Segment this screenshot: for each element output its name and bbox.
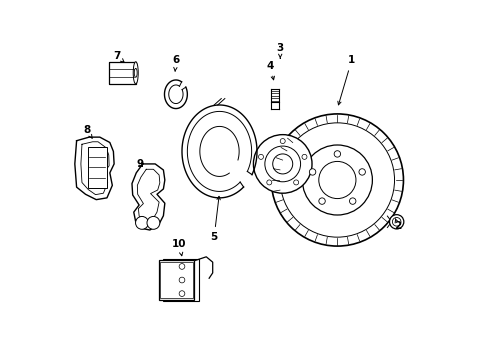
Text: 3: 3	[276, 43, 283, 58]
Text: 1: 1	[337, 55, 355, 105]
Text: 8: 8	[83, 125, 92, 138]
Circle shape	[179, 277, 184, 283]
Circle shape	[147, 216, 160, 229]
Ellipse shape	[133, 62, 138, 84]
Circle shape	[358, 169, 365, 175]
Bar	[109, 62, 136, 84]
Bar	[160, 262, 193, 298]
Circle shape	[302, 154, 306, 159]
Circle shape	[271, 114, 403, 246]
Circle shape	[333, 151, 340, 157]
Circle shape	[293, 180, 298, 185]
Circle shape	[179, 264, 184, 269]
Text: 6: 6	[172, 55, 179, 71]
Bar	[87, 147, 107, 188]
Circle shape	[258, 154, 263, 159]
Circle shape	[280, 123, 394, 237]
Text: 5: 5	[210, 196, 220, 242]
Circle shape	[179, 291, 184, 296]
Circle shape	[318, 161, 355, 199]
Circle shape	[302, 145, 372, 215]
Circle shape	[309, 169, 315, 175]
Circle shape	[264, 146, 300, 182]
Circle shape	[349, 198, 355, 204]
Circle shape	[272, 154, 292, 174]
Text: 7: 7	[113, 51, 124, 62]
Text: 2: 2	[394, 219, 401, 231]
Ellipse shape	[134, 68, 137, 77]
Circle shape	[135, 216, 148, 229]
Circle shape	[391, 217, 400, 226]
Text: 4: 4	[266, 61, 274, 80]
Text: 9: 9	[136, 159, 143, 169]
Circle shape	[318, 198, 325, 204]
Bar	[159, 260, 194, 300]
Circle shape	[280, 139, 285, 144]
Polygon shape	[75, 137, 114, 200]
Text: 10: 10	[172, 239, 186, 256]
Circle shape	[253, 135, 311, 193]
Bar	[163, 259, 199, 301]
Circle shape	[266, 180, 271, 185]
Polygon shape	[132, 164, 164, 230]
Circle shape	[389, 215, 403, 229]
